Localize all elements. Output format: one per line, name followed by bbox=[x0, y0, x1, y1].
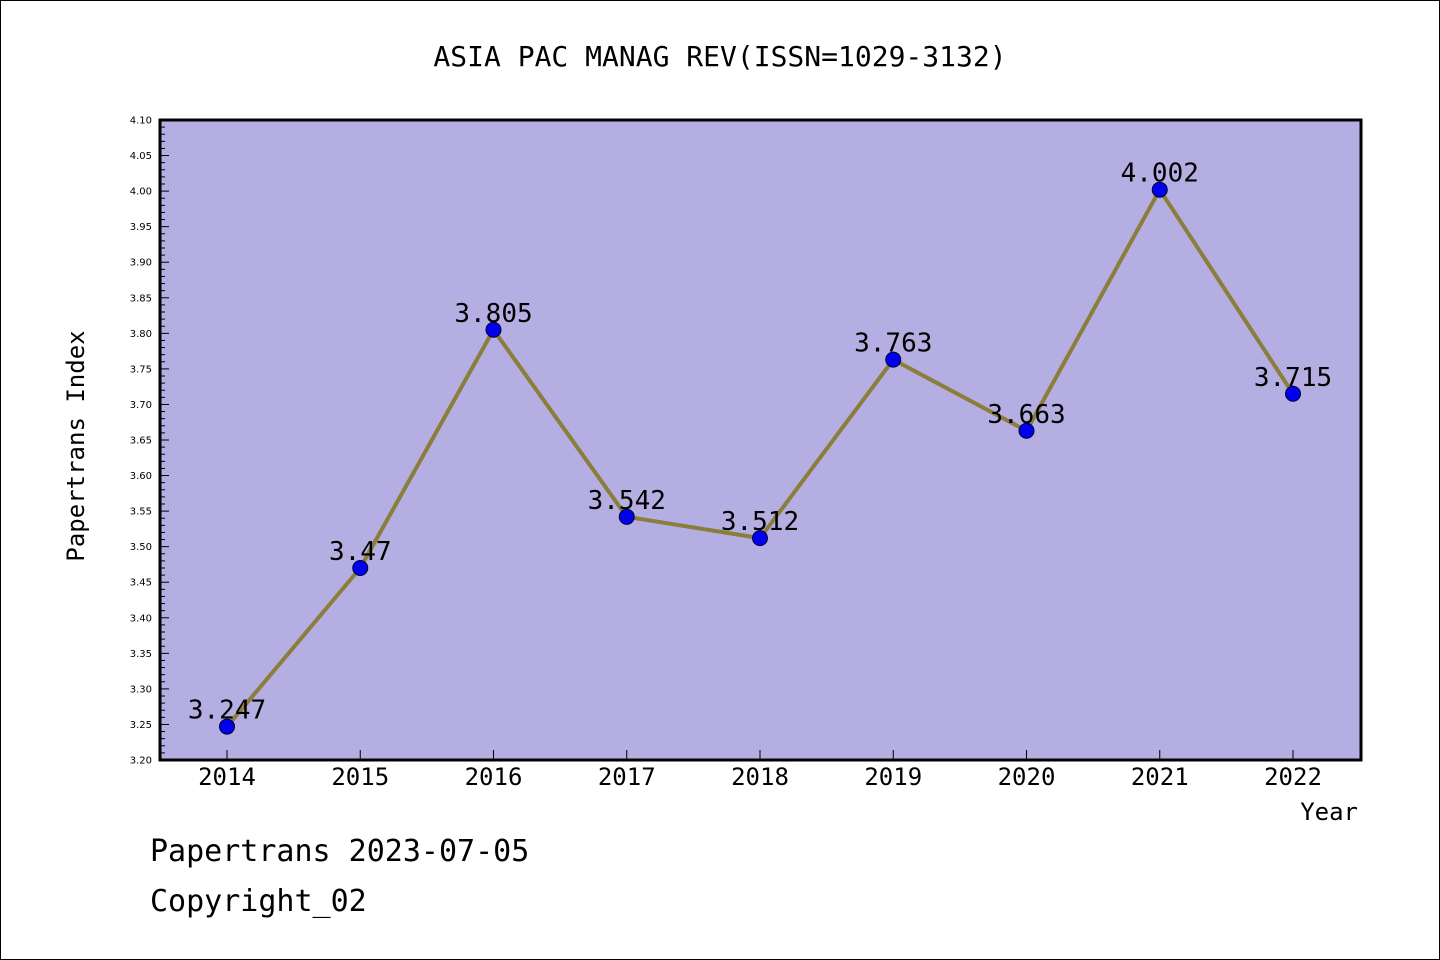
y-tick-label: 3.90 bbox=[130, 258, 152, 269]
data-point bbox=[1285, 385, 1301, 402]
data-point bbox=[219, 718, 235, 735]
x-tick-label: 2014 bbox=[198, 763, 256, 791]
data-point bbox=[618, 508, 635, 525]
data-label: 3.47 bbox=[329, 537, 392, 567]
y-tick-label: 3.35 bbox=[130, 649, 152, 660]
data-point bbox=[485, 321, 502, 338]
x-tick-label: 2017 bbox=[598, 763, 656, 791]
data-label: 3.763 bbox=[854, 329, 932, 359]
x-tick-label: 2016 bbox=[465, 763, 523, 791]
x-axis-label: Year bbox=[1300, 798, 1358, 826]
y-tick-label: 3.40 bbox=[130, 613, 152, 624]
data-label: 3.512 bbox=[721, 507, 799, 537]
y-tick-label: 3.95 bbox=[130, 222, 152, 233]
y-tick-label: 3.25 bbox=[130, 720, 152, 731]
chart-title: ASIA PAC MANAG REV(ISSN=1029-3132) bbox=[433, 40, 1006, 73]
data-label: 3.247 bbox=[188, 696, 266, 726]
data-labels-group: 3.247 3.47 3.805 3.542 3.512 3.763 3.663 4.002 3… bbox=[188, 159, 1332, 726]
y-tick-label: 4.10 bbox=[130, 116, 152, 127]
x-tick-label: 2015 bbox=[331, 763, 389, 791]
y-tick-label: 3.45 bbox=[130, 578, 152, 589]
x-axis: 2014 2015 2016 2017 2018 2019 2020 2021 2022 bbox=[198, 750, 1322, 791]
data-label: 3.805 bbox=[454, 299, 532, 329]
data-label: 4.002 bbox=[1121, 159, 1199, 189]
y-tick-label: 3.70 bbox=[130, 400, 152, 411]
x-tick-label: 2018 bbox=[731, 763, 789, 791]
footer-date: Papertrans 2023-07-05 bbox=[150, 834, 530, 869]
data-point bbox=[1018, 422, 1035, 439]
y-tick-label: 3.20 bbox=[130, 756, 152, 767]
plot-border bbox=[158, 118, 1363, 762]
y-tick-label: 3.80 bbox=[130, 329, 152, 340]
y-tick-label: 3.85 bbox=[130, 293, 152, 304]
y-tick-label: 4.05 bbox=[130, 151, 152, 162]
x-tick-label: 2022 bbox=[1264, 763, 1322, 791]
footer-copyright: Copyright_02 bbox=[150, 884, 367, 919]
y-axis-label: Papertrans Index bbox=[62, 330, 90, 561]
data-label: 3.542 bbox=[588, 486, 666, 516]
y-tick-label: 3.65 bbox=[130, 436, 152, 447]
plot-area bbox=[160, 120, 1361, 760]
y-tick-label: 3.60 bbox=[130, 471, 152, 482]
markers-group bbox=[219, 181, 1301, 735]
data-point bbox=[885, 351, 902, 368]
x-tick-label: 2021 bbox=[1131, 763, 1189, 791]
y-tick-label: 3.30 bbox=[130, 684, 152, 695]
data-point bbox=[352, 560, 369, 576]
x-tick-label: 2019 bbox=[864, 763, 922, 791]
y-tick-label: 4.00 bbox=[130, 187, 152, 198]
x-tick-label: 2020 bbox=[998, 763, 1056, 791]
y-tick-label: 3.50 bbox=[130, 542, 152, 553]
data-label: 3.715 bbox=[1254, 363, 1332, 393]
data-label: 3.663 bbox=[987, 400, 1065, 430]
y-tick-label: 3.75 bbox=[130, 364, 152, 375]
data-point bbox=[1151, 181, 1168, 198]
data-point bbox=[752, 530, 768, 547]
y-tick-label: 3.55 bbox=[130, 507, 152, 518]
